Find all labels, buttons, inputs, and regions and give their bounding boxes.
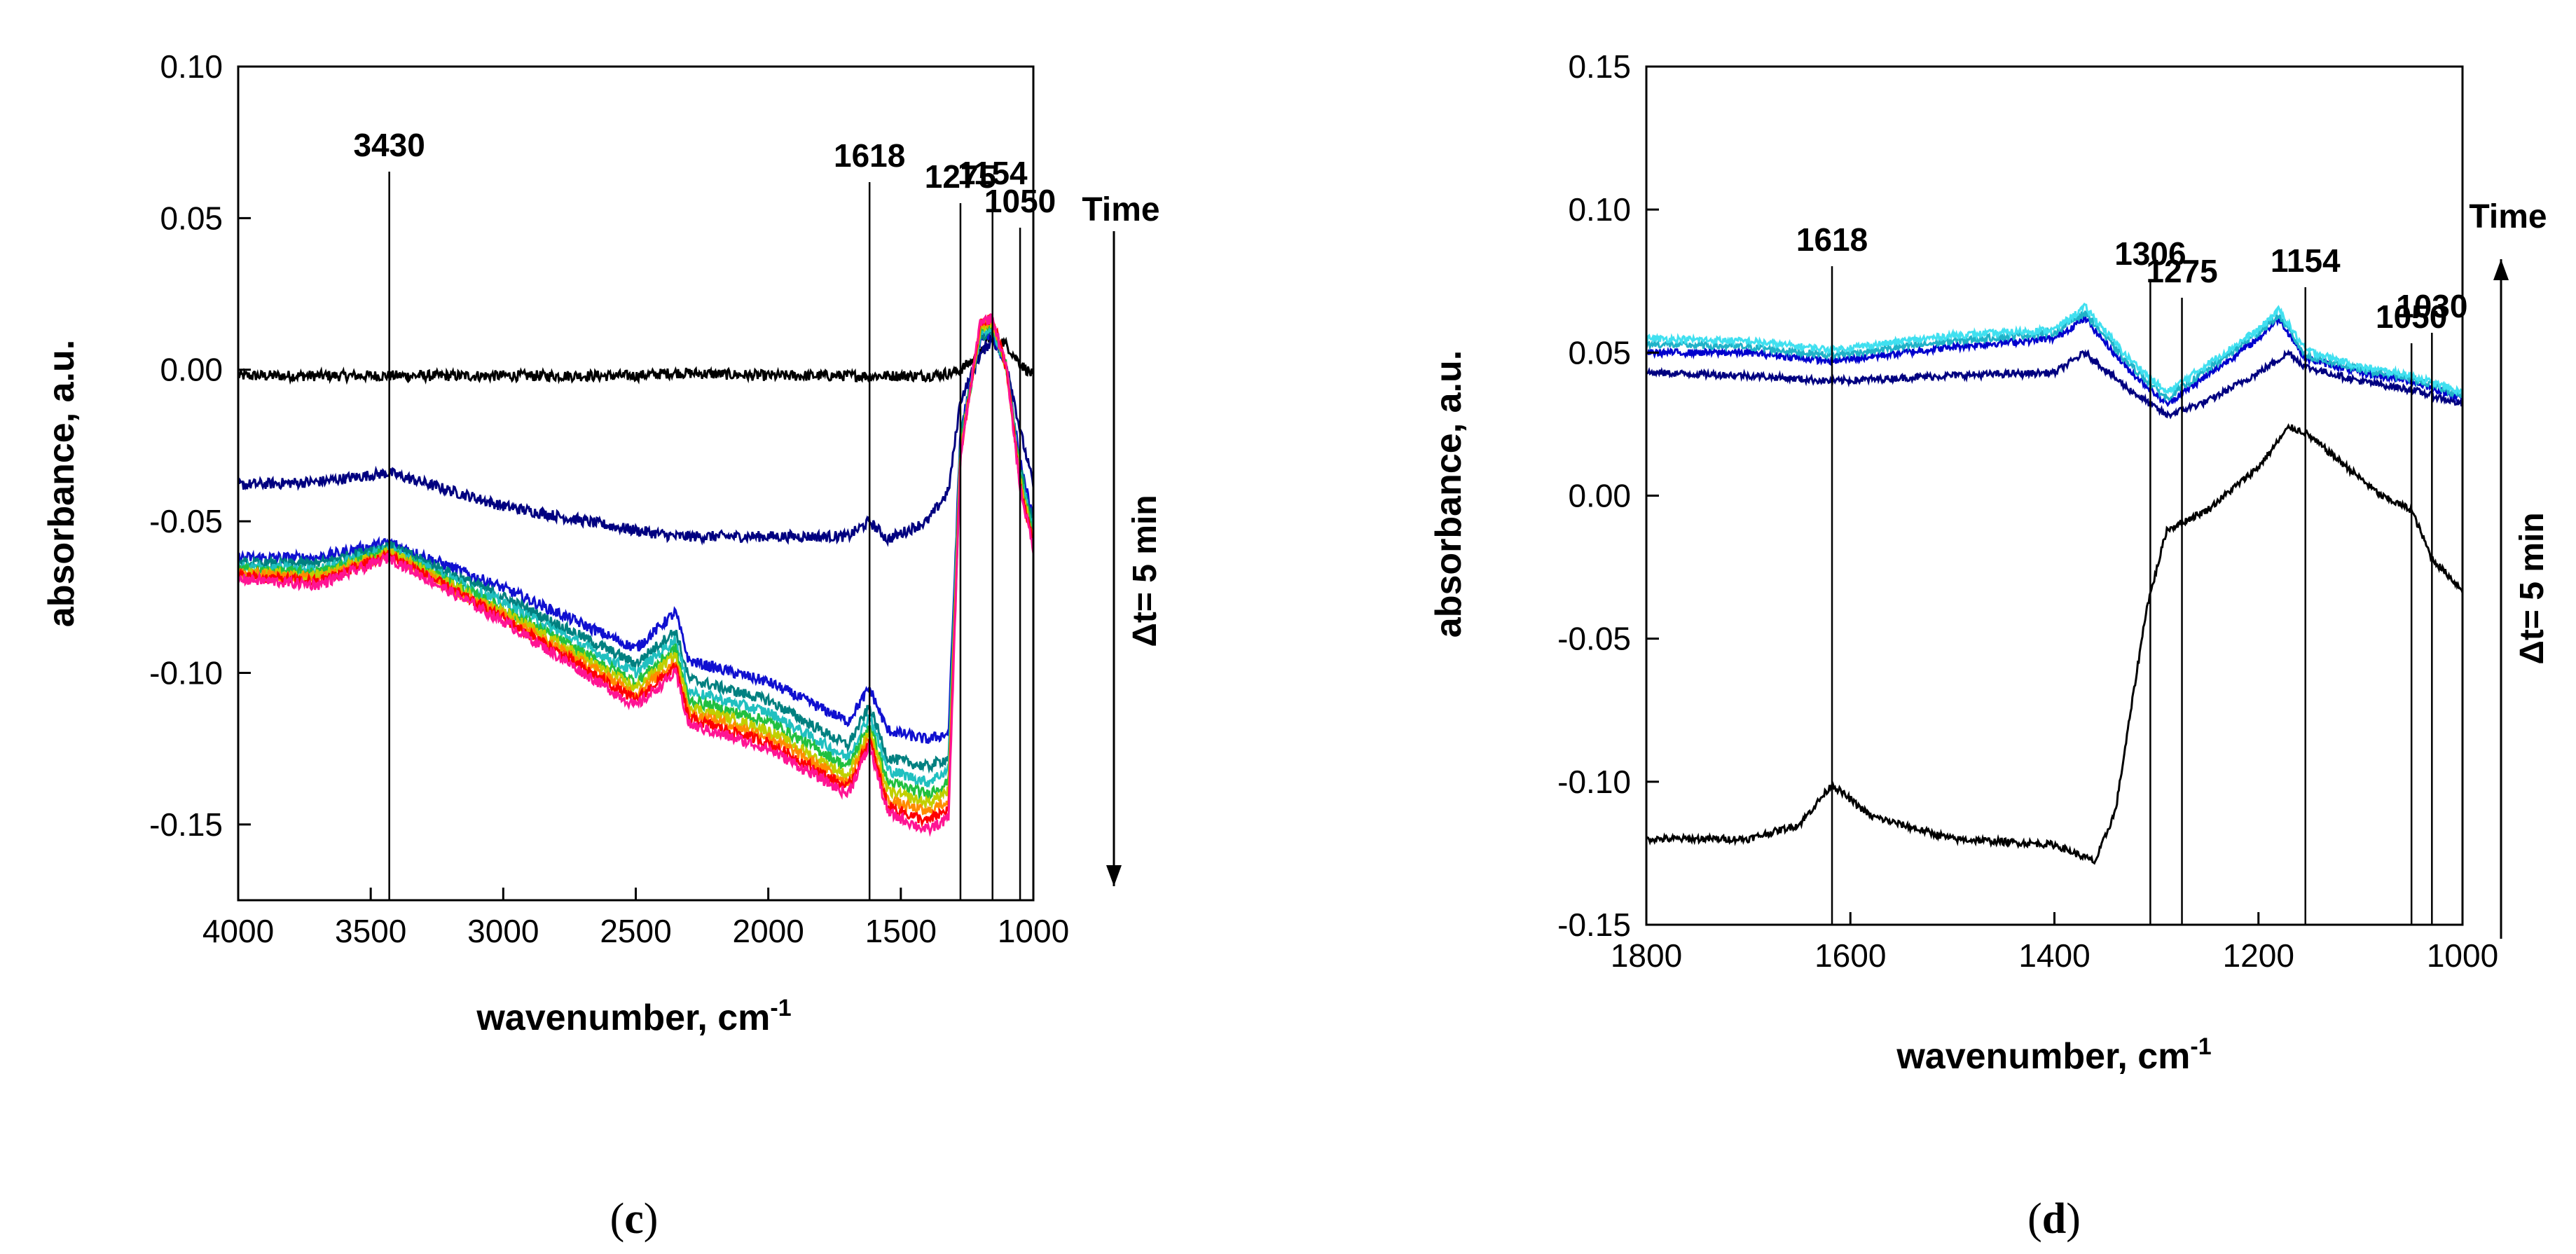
panel-d-plot-frame (1645, 65, 2464, 926)
peak-label: 1154 (2271, 242, 2341, 279)
panel-d-x-axis-title: wavenumber, cm-1 (1896, 1033, 2211, 1077)
y-tick-label: 0.10 (1568, 191, 1631, 228)
peak-label: 3430 (353, 127, 425, 163)
x-tick-label: 2500 (600, 913, 671, 949)
y-tick-label: -0.05 (149, 503, 223, 539)
peak-label: 1275 (2146, 253, 2217, 289)
panel-c-x-axis-title: wavenumber, cm-1 (476, 995, 791, 1038)
panel-c-series-t2 (237, 328, 1035, 744)
peak-label: 1306 (2114, 235, 2186, 272)
panel-c-series-group (237, 313, 1035, 837)
panel-c-series-t0 (237, 329, 1035, 385)
peak-label: 1618 (834, 137, 905, 174)
panel-c-series-t3 (237, 326, 1035, 774)
panel-c-ticks-group: 4000 3500 3000 2500 2000 1500 1000 0.10 0.05 0.00… (149, 48, 1069, 949)
peak-label: 1050 (2376, 298, 2447, 335)
x-tick-label: 1800 (1611, 937, 1682, 974)
panel-d-caption: (d) (2027, 1195, 2081, 1243)
panel-c-series-t4 (237, 322, 1035, 789)
x-tick-label: 1600 (1814, 937, 1886, 974)
y-tick-label: -0.05 (1557, 621, 1631, 657)
peak-label: 1050 (984, 183, 1056, 219)
time-label: Time (1082, 191, 1159, 228)
time-arrow-head (2493, 259, 2509, 280)
panel-c-series-t5 (237, 320, 1034, 801)
y-tick-label: 0.00 (160, 352, 223, 388)
peak-label: 1618 (1796, 221, 1868, 258)
time-label: Time (2469, 198, 2547, 235)
x-tick-label: 1000 (2427, 937, 2498, 974)
y-tick-label: -0.10 (1557, 764, 1631, 800)
panel-c-caption: (c) (610, 1195, 659, 1243)
x-tick-label: 2000 (732, 913, 804, 949)
panel-c-time-arrow: Time Δt= 5 min (1082, 191, 1164, 886)
panel-d-time-arrow: Time Δt= 5 min (2469, 198, 2551, 939)
panel-d-series-t4 (1645, 302, 2464, 397)
y-tick-label: -0.15 (149, 806, 223, 843)
x-tick-label: 4000 (202, 913, 274, 949)
peak-label: 1275 (925, 158, 996, 195)
x-tick-label: 1000 (998, 913, 1069, 949)
y-tick-label: -0.15 (1557, 907, 1631, 943)
panel-d-y-axis-title: absorbance, a.u. (1428, 350, 1469, 638)
x-tick-label: 1200 (2223, 937, 2294, 974)
interval-label: Δt= 5 min (2514, 512, 2551, 664)
panel-c-series-t9 (237, 313, 1035, 837)
peak-label: 1154 (958, 155, 1028, 191)
y-tick-label: 0.00 (1568, 478, 1631, 514)
panel-d-series-t3 (1645, 310, 2464, 403)
panel-d-series-group (1645, 302, 2464, 865)
panel-c-series-t1 (237, 337, 1035, 547)
y-tick-label: 0.10 (160, 48, 223, 85)
x-tick-label: 1500 (865, 913, 937, 949)
y-tick-label: -0.10 (149, 654, 223, 691)
x-tick-label: 3500 (335, 913, 406, 949)
y-tick-label: 0.05 (160, 200, 223, 236)
interval-label: Δt= 5 min (1127, 495, 1164, 647)
panel-d-series-t1 (1646, 349, 2464, 420)
panel-d-series-t0 (1645, 422, 2464, 865)
panel-c-series-t7 (237, 315, 1035, 815)
peak-label: 1030 (2396, 288, 2467, 324)
panel-c-y-axis-title: absorbance, a.u. (41, 340, 82, 627)
x-tick-label: 3000 (467, 913, 539, 949)
x-tick-label: 1400 (2018, 937, 2090, 974)
y-tick-label: 0.05 (1568, 334, 1631, 371)
panel-d-ticks-group: 1800 1600 1400 1200 1000 0.15 0.10 0.05 0.00 -0.0… (1557, 48, 2498, 974)
time-arrow-head (1106, 865, 1122, 886)
panel-c-plot-frame (237, 65, 1035, 902)
y-tick-label: 0.15 (1568, 48, 1631, 85)
